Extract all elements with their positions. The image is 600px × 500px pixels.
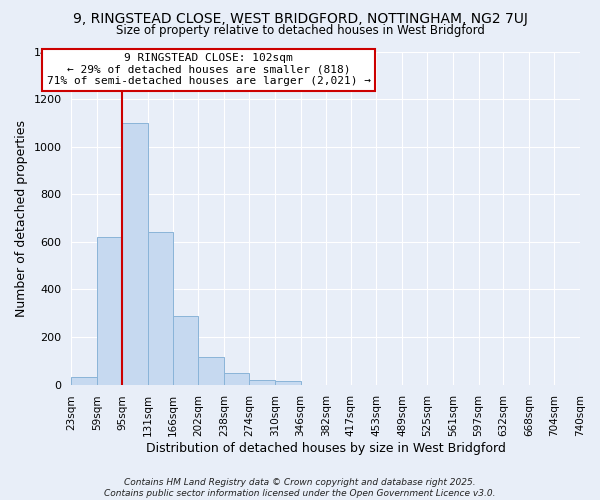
Text: Size of property relative to detached houses in West Bridgford: Size of property relative to detached ho… [116,24,484,37]
Bar [97,237,122,384]
Bar [71,378,97,384]
Y-axis label: Number of detached properties: Number of detached properties [15,120,28,316]
X-axis label: Distribution of detached houses by size in West Bridgford: Distribution of detached houses by size … [146,442,506,455]
Bar [199,357,224,384]
Bar [275,381,301,384]
Bar [173,316,199,384]
Bar [148,232,173,384]
Text: Contains HM Land Registry data © Crown copyright and database right 2025.
Contai: Contains HM Land Registry data © Crown c… [104,478,496,498]
Text: 9 RINGSTEAD CLOSE: 102sqm
← 29% of detached houses are smaller (818)
71% of semi: 9 RINGSTEAD CLOSE: 102sqm ← 29% of detac… [47,53,371,86]
Bar [122,123,148,384]
Text: 9, RINGSTEAD CLOSE, WEST BRIDGFORD, NOTTINGHAM, NG2 7UJ: 9, RINGSTEAD CLOSE, WEST BRIDGFORD, NOTT… [73,12,527,26]
Bar [224,372,250,384]
Bar [250,380,275,384]
